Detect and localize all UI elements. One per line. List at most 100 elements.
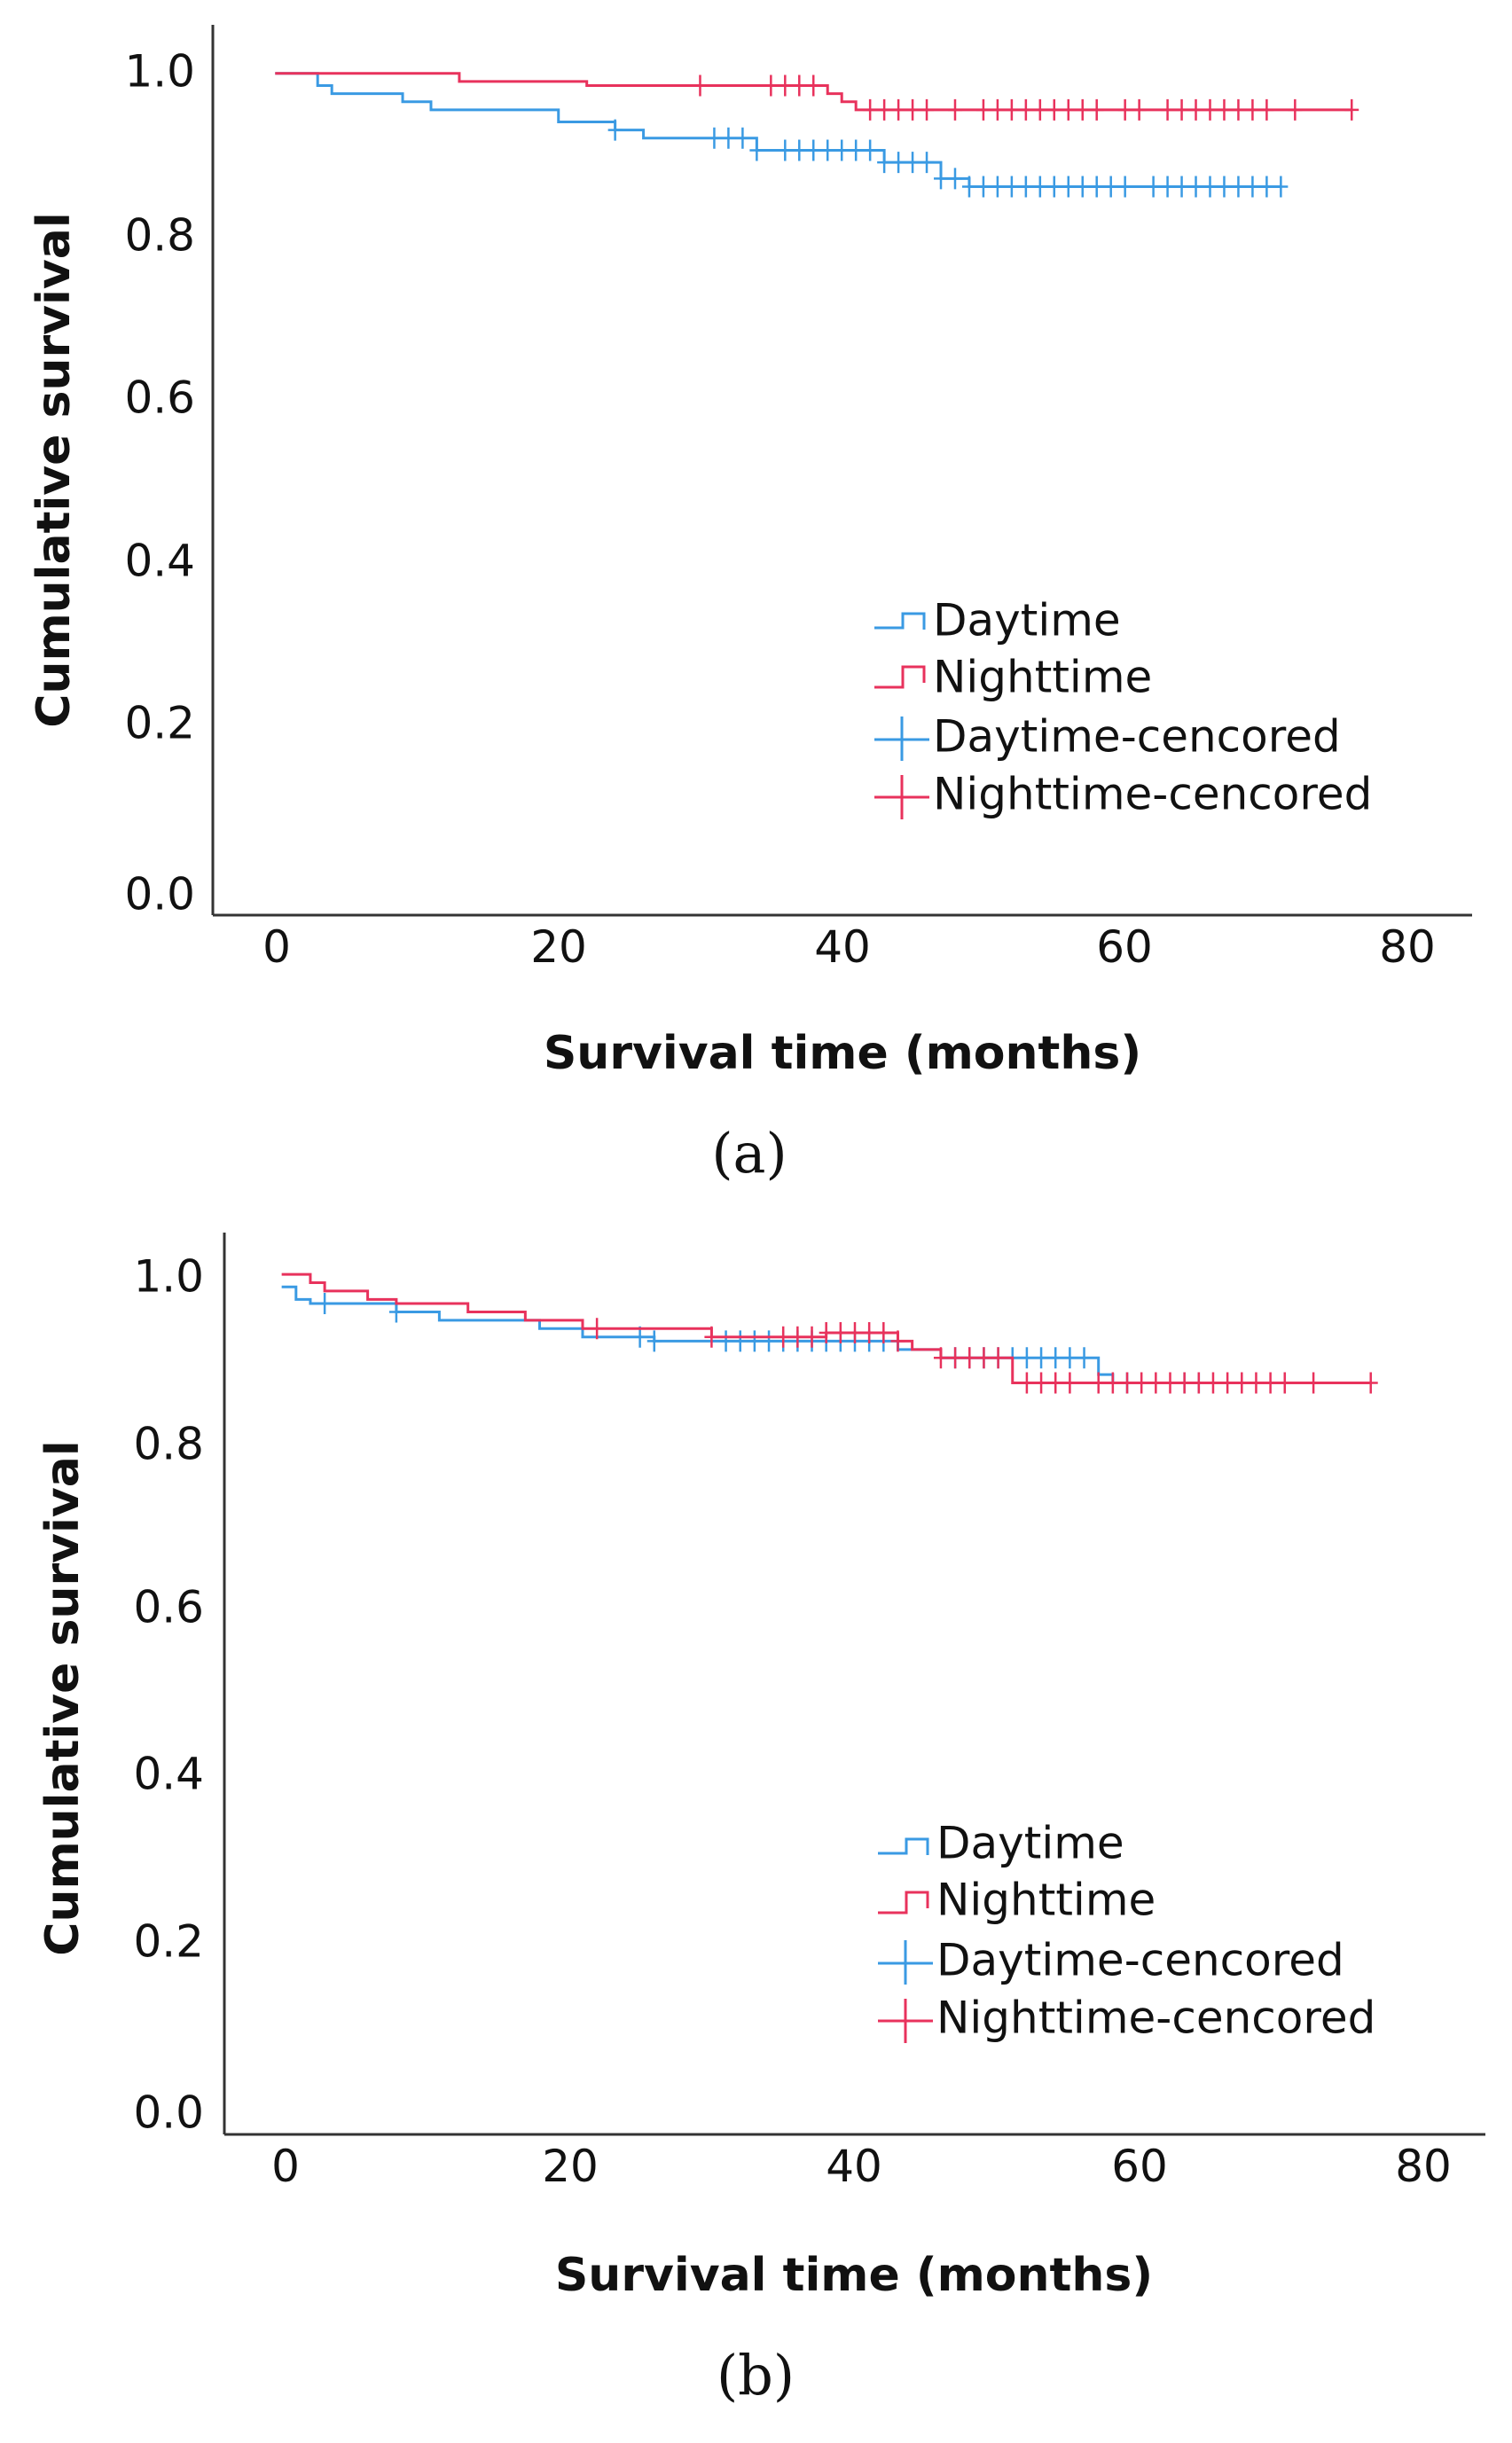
panel-a-xtick-3: 60: [1096, 921, 1153, 973]
panel-b-nighttime-censor-mark-32: [1263, 1372, 1278, 1394]
panel-a-nighttime-censor-mark-9: [920, 98, 935, 121]
panel-a-daytime-censor-mark-20: [990, 176, 1005, 198]
panel-b-nighttime-censor-mark-34: [1306, 1372, 1321, 1394]
panel-b-nighttime-censor-mark-35: [1363, 1372, 1378, 1394]
panel-a-nighttime-survival-line: [275, 72, 1352, 112]
panel-b-legend-daytime-censored: Daytime-cencored: [936, 1935, 1344, 1986]
panel-b-legend-daytime-censored-symbol: [878, 1940, 933, 1985]
panel-b-legend-nighttime-censored-symbol: [878, 1999, 933, 2043]
panel-b-nighttime-censor-mark-30: [1234, 1372, 1250, 1394]
panel-b-nighttime-censor-mark-17: [1034, 1372, 1049, 1394]
panel-b-nighttime-censor-mark-24: [1148, 1372, 1163, 1394]
panel-b-xtick-2: 40: [826, 2141, 882, 2192]
panel-a-nighttime-censor-mark-26: [1217, 98, 1232, 121]
panel-a-daytime-censor-mark-21: [1004, 176, 1019, 198]
panel-a-ytick-0: 0.0: [124, 869, 195, 920]
panel-b-nighttime-censor-mark-10: [890, 1330, 905, 1352]
panel-a-nighttime-censor-mark-14: [1018, 98, 1033, 121]
panel-a-daytime-censor-mark-16: [934, 168, 949, 190]
panel-b-nighttime-censor-mark-9: [876, 1322, 891, 1343]
panel-b-nighttime-censor-mark-12: [948, 1347, 963, 1369]
panel-b-ytick-3: 0.6: [133, 1582, 204, 1633]
panel-b-nighttime-censor-mark-11: [933, 1347, 948, 1369]
panel-a-ytick-3: 0.6: [124, 372, 195, 424]
panel-a-label: (a): [711, 1121, 787, 1186]
panel-a-legend-daytime-censored-symbol: [874, 716, 929, 761]
panel-b-xtick-4: 80: [1395, 2141, 1452, 2192]
panel-a-nighttime-censor-mark-3: [792, 74, 807, 97]
panel-a-daytime-censor-mark-1: [707, 127, 722, 149]
panel-a-nighttime-censor-mark-30: [1288, 98, 1303, 121]
panel-a: 0.0 0.2 0.4 0.6 0.8 1.0 0 20 40 60 80 Su…: [27, 25, 1472, 1186]
panel-a-nighttime-censor-mark-1: [764, 74, 779, 97]
panel-a-ytick-5: 1.0: [124, 46, 195, 98]
panel-b-daytime-censor-mark-21: [1019, 1347, 1034, 1369]
panel-b-label: (b): [717, 2343, 795, 2408]
panel-a-daytime-censor-mark-11: [863, 139, 878, 161]
panel-b-nighttime-censor-mark-23: [1134, 1372, 1149, 1394]
panel-a-nighttime-censor-mark-17: [1061, 98, 1076, 121]
panel-b-nighttime-censor-mark-18: [1048, 1372, 1063, 1394]
panel-b-ytick-2: 0.4: [133, 1749, 204, 1800]
panel-b-series-nighttime: [281, 1272, 1378, 1394]
panel-b-daytime-censor-mark-0: [317, 1293, 333, 1315]
panel-a-daytime-censor-mark-17: [947, 168, 962, 190]
panel-a-legend-daytime-symbol: [874, 612, 926, 630]
panel-b-nighttime-censor-mark-20: [1091, 1372, 1106, 1394]
panel-a-daytime-censor-mark-2: [721, 127, 736, 149]
panel-b-legend-nighttime-censored: Nighttime-cencored: [936, 1993, 1375, 2044]
panel-b-nighttime-censor-mark-1: [704, 1326, 719, 1348]
panel-b-xtick-1: 20: [542, 2141, 599, 2192]
panel-b-nighttime-censor-mark-33: [1277, 1372, 1292, 1394]
panel-a-nighttime-censor-mark-7: [891, 98, 906, 121]
panel-a-series-nighttime: [275, 72, 1359, 121]
panel-b-daytime-survival-line: [281, 1285, 1299, 1384]
panel-b-xtick-3: 60: [1111, 2141, 1168, 2192]
panel-a-daytime-censor-mark-36: [1231, 176, 1246, 198]
panel-a-nighttime-censor-mark-31: [1344, 98, 1359, 121]
panel-a-nighttime-censor-mark-23: [1174, 98, 1189, 121]
panel-a-nighttime-censor-mark-29: [1259, 98, 1274, 121]
panel-b-daytime-censor-mark-3: [646, 1330, 662, 1352]
panel-a-daytime-censor-mark-35: [1217, 176, 1232, 198]
panel-a-legend-nighttime: Nighttime: [933, 652, 1152, 703]
panel-a-nighttime-censor-mark-13: [1004, 98, 1019, 121]
panel-b-daytime-censor-mark-25: [1077, 1347, 1092, 1369]
panel-b-nighttime-censor-mark-7: [848, 1322, 862, 1343]
panel-a-nighttime-censor-mark-4: [806, 74, 821, 97]
panel-b-x-axis-label: Survival time (months): [555, 2249, 1153, 2302]
panel-a-daytime-censor-mark-6: [792, 139, 807, 161]
panel-b-xtick-0: 0: [271, 2141, 300, 2192]
panel-a-nighttime-censor-mark-2: [778, 74, 793, 97]
panel-b-nighttime-censor-mark-26: [1177, 1372, 1192, 1394]
panel-b-nighttime-censor-mark-6: [833, 1322, 848, 1343]
panel-a-daytime-censor-mark-3: [735, 127, 750, 149]
panel-a-nighttime-censor-mark-16: [1046, 98, 1062, 121]
panel-a-daytime-censor-mark-18: [961, 176, 976, 198]
panel-a-daytime-censor-mark-10: [849, 139, 864, 161]
panel-a-y-axis-label: Cumulative survival: [27, 212, 81, 727]
panel-b-nighttime-censor-mark-15: [991, 1347, 1006, 1369]
panel-a-daytime-censor-mark-38: [1259, 176, 1274, 198]
panel-b-nighttime-censor-mark-19: [1062, 1372, 1077, 1394]
panel-b-nighttime-censor-mark-25: [1163, 1372, 1178, 1394]
panel-a-daytime-censor-mark-7: [806, 139, 821, 161]
panel-b-daytime-censor-mark-23: [1048, 1347, 1063, 1369]
panel-a-nighttime-censor-mark-5: [863, 98, 878, 121]
panel-a-nighttime-censor-mark-25: [1203, 98, 1218, 121]
panel-a-daytime-survival-line: [275, 72, 1281, 189]
panel-b-legend-nighttime: Nighttime: [936, 1875, 1156, 1926]
panel-a-x-axis-label: Survival time (months): [544, 1027, 1141, 1080]
panel-a-daytime-censor-mark-29: [1117, 176, 1132, 198]
panel-a-daytime-censor-mark-24: [1046, 176, 1062, 198]
panel-b-ytick-1: 0.2: [133, 1916, 204, 1968]
panel-a-daytime-censor-mark-33: [1188, 176, 1203, 198]
panel-a-daytime-censor-mark-28: [1103, 176, 1118, 198]
panel-a-daytime-censor-mark-27: [1089, 176, 1104, 198]
panel-b-nighttime-censor-mark-8: [862, 1322, 877, 1343]
panel-a-daytime-censor-mark-37: [1245, 176, 1260, 198]
panel-b-legend-nighttime-symbol: [878, 1891, 929, 1914]
panel-a-legend-nighttime-censored: Nighttime-cencored: [933, 769, 1372, 820]
panel-b-legend-daytime-symbol: [878, 1837, 929, 1855]
